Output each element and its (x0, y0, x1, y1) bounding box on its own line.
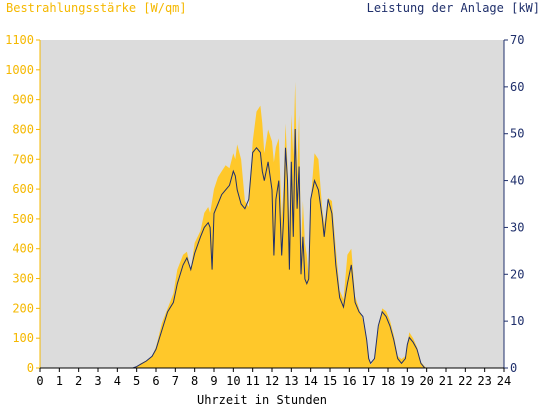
x-tick-label: 11 (245, 374, 259, 388)
left-tick-label: 1000 (5, 63, 34, 77)
x-tick-label: 15 (323, 374, 337, 388)
x-tick-label: 12 (265, 374, 279, 388)
x-tick-label: 24 (497, 374, 511, 388)
x-tick-label: 2 (75, 374, 82, 388)
left-tick-label: 0 (27, 361, 34, 375)
x-tick-label: 17 (361, 374, 375, 388)
left-tick-label: 900 (12, 93, 34, 107)
x-tick-label: 14 (303, 374, 317, 388)
x-tick-label: 0 (36, 374, 43, 388)
x-tick-label: 13 (284, 374, 298, 388)
left-tick-label: 200 (12, 301, 34, 315)
x-tick-label: 5 (133, 374, 140, 388)
x-tick-label: 23 (477, 374, 491, 388)
right-tick-label: 40 (510, 174, 524, 188)
x-tick-label: 10 (226, 374, 240, 388)
x-tick-label: 3 (94, 374, 101, 388)
left-tick-label: 100 (12, 331, 34, 345)
left-tick-label: 500 (12, 212, 34, 226)
right-tick-label: 60 (510, 80, 524, 94)
x-tick-label: 7 (172, 374, 179, 388)
x-tick-label: 21 (439, 374, 453, 388)
right-tick-label: 0 (510, 361, 517, 375)
left-tick-label: 800 (12, 122, 34, 136)
right-axis-title: Leistung der Anlage [kW] (367, 1, 540, 15)
x-tick-label: 19 (400, 374, 414, 388)
right-tick-label: 70 (510, 33, 524, 47)
x-tick-label: 22 (458, 374, 472, 388)
x-tick-label: 16 (342, 374, 356, 388)
left-tick-label: 400 (12, 242, 34, 256)
x-tick-label: 8 (191, 374, 198, 388)
x-tick-label: 4 (114, 374, 121, 388)
x-axis-title: Uhrzeit in Stunden (197, 393, 327, 407)
x-tick-label: 18 (381, 374, 395, 388)
left-tick-label: 700 (12, 152, 34, 166)
right-tick-label: 30 (510, 220, 524, 234)
power-line (40, 128, 504, 369)
right-tick-label: 20 (510, 267, 524, 281)
x-tick-label: 20 (419, 374, 433, 388)
left-tick-label: 300 (12, 272, 34, 286)
left-tick-label: 1100 (5, 33, 34, 47)
right-tick-label: 50 (510, 127, 524, 141)
x-tick-label: 6 (152, 374, 159, 388)
left-axis-title: Bestrahlungsstärke [W/qm] (6, 1, 187, 15)
x-tick-label: 1 (56, 374, 63, 388)
left-tick-label: 600 (12, 182, 34, 196)
right-tick-label: 10 (510, 314, 524, 328)
x-tick-label: 9 (210, 374, 217, 388)
irradiance-area (40, 81, 504, 368)
